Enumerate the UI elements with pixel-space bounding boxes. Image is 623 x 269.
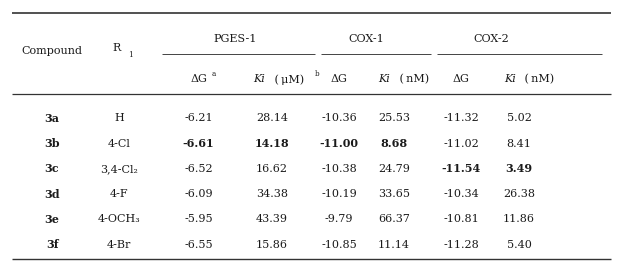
Text: ΔG: ΔG [190, 75, 207, 84]
Text: ΔG: ΔG [331, 75, 348, 84]
Text: 3d: 3d [44, 189, 60, 200]
Text: Ki: Ki [379, 75, 391, 84]
Text: b: b [315, 70, 320, 78]
Text: -9.79: -9.79 [325, 214, 353, 224]
Text: ( μM): ( μM) [270, 74, 304, 85]
Text: 3c: 3c [45, 163, 59, 174]
Text: 34.38: 34.38 [256, 189, 288, 199]
Text: 4-Br: 4-Br [107, 239, 131, 250]
Text: 3b: 3b [44, 138, 60, 149]
Text: 14.18: 14.18 [255, 138, 289, 149]
Text: -10.19: -10.19 [321, 189, 357, 199]
Text: 33.65: 33.65 [378, 189, 410, 199]
Text: COX-1: COX-1 [349, 34, 384, 44]
Text: 28.14: 28.14 [256, 114, 288, 123]
Text: 4-Cl: 4-Cl [108, 139, 131, 149]
Text: ΔG: ΔG [453, 75, 470, 84]
Text: 3,4-Cl₂: 3,4-Cl₂ [100, 164, 138, 174]
Text: -11.32: -11.32 [443, 114, 479, 123]
Text: -5.95: -5.95 [184, 214, 213, 224]
Text: 26.38: 26.38 [503, 189, 535, 199]
Text: COX-2: COX-2 [473, 34, 510, 44]
Text: 43.39: 43.39 [256, 214, 288, 224]
Text: -10.34: -10.34 [443, 189, 479, 199]
Text: H: H [114, 114, 124, 123]
Text: -11.28: -11.28 [443, 239, 479, 250]
Text: -6.21: -6.21 [184, 114, 213, 123]
Text: Compound: Compound [22, 46, 82, 56]
Text: ( nM): ( nM) [396, 74, 429, 85]
Text: 3.49: 3.49 [505, 163, 533, 174]
Text: R: R [112, 43, 120, 53]
Text: PGES-1: PGES-1 [214, 34, 257, 44]
Text: 15.86: 15.86 [256, 239, 288, 250]
Text: a: a [212, 70, 216, 78]
Text: 4-F: 4-F [110, 189, 128, 199]
Text: 16.62: 16.62 [256, 164, 288, 174]
Text: -10.36: -10.36 [321, 114, 357, 123]
Text: 4-OCH₃: 4-OCH₃ [98, 214, 141, 224]
Text: -6.55: -6.55 [184, 239, 213, 250]
Text: 3e: 3e [45, 214, 59, 225]
Text: 5.40: 5.40 [506, 239, 531, 250]
Text: 1: 1 [128, 51, 133, 59]
Text: 3f: 3f [45, 239, 59, 250]
Text: -10.85: -10.85 [321, 239, 357, 250]
Text: -11.54: -11.54 [442, 163, 481, 174]
Text: 24.79: 24.79 [378, 164, 410, 174]
Text: 25.53: 25.53 [378, 114, 410, 123]
Text: 8.68: 8.68 [381, 138, 407, 149]
Text: 11.86: 11.86 [503, 214, 535, 224]
Text: Ki: Ki [254, 75, 265, 84]
Text: 11.14: 11.14 [378, 239, 410, 250]
Text: -6.52: -6.52 [184, 164, 213, 174]
Text: 3a: 3a [44, 113, 60, 124]
Text: -6.09: -6.09 [184, 189, 213, 199]
Text: 5.02: 5.02 [506, 114, 531, 123]
Text: -11.00: -11.00 [320, 138, 358, 149]
Text: -6.61: -6.61 [183, 138, 214, 149]
Text: ( nM): ( nM) [521, 74, 554, 85]
Text: -10.81: -10.81 [443, 214, 479, 224]
Text: -11.02: -11.02 [443, 139, 479, 149]
Text: 8.41: 8.41 [506, 139, 531, 149]
Text: 66.37: 66.37 [378, 214, 410, 224]
Text: -10.38: -10.38 [321, 164, 357, 174]
Text: Ki: Ki [504, 75, 516, 84]
